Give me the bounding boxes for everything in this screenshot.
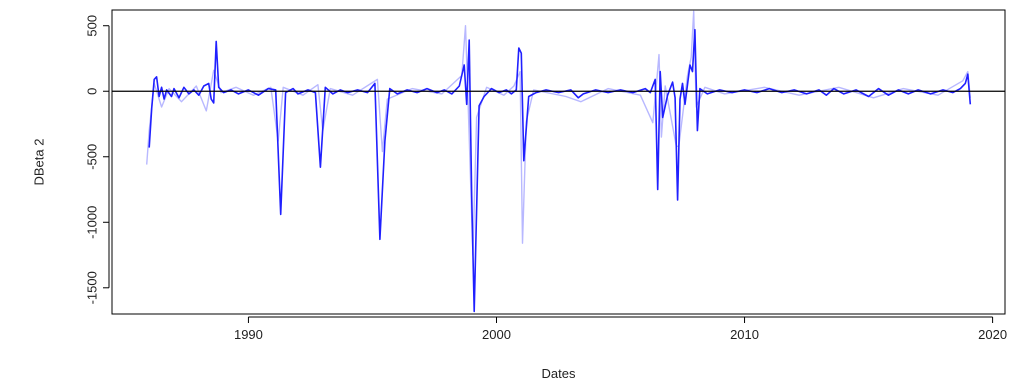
series-line-primary xyxy=(148,28,972,313)
x-tick-label: 2010 xyxy=(730,327,759,342)
y-axis-title: DBeta 2 xyxy=(31,139,46,186)
y-tick-label: -500 xyxy=(84,144,99,170)
x-tick-label: 2020 xyxy=(978,327,1007,342)
plot-frame xyxy=(111,9,1006,315)
plot-area xyxy=(111,9,1006,315)
x-tick-label: 2000 xyxy=(482,327,511,342)
x-axis-title: Dates xyxy=(542,366,576,381)
series-line-secondary xyxy=(146,10,971,256)
y-tick-label: -1000 xyxy=(84,206,99,239)
y-axis: 500 0 -500 -1000 -1500 xyxy=(84,15,110,304)
y-tick-label: 0 xyxy=(84,88,99,95)
y-tick-label: 500 xyxy=(84,15,99,37)
x-axis: 1990 2000 2010 2020 xyxy=(234,316,1007,342)
y-tick-label: -1500 xyxy=(84,271,99,304)
series-layer xyxy=(146,10,972,313)
x-tick-label: 1990 xyxy=(234,327,263,342)
